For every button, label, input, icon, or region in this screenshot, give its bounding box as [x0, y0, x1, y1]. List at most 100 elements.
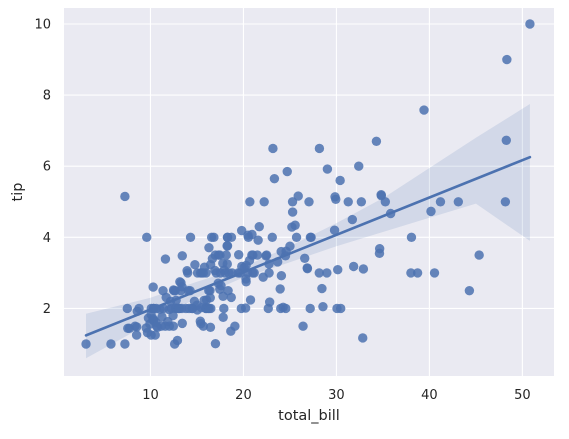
data-point	[304, 197, 314, 207]
data-point	[412, 268, 423, 278]
data-point	[464, 285, 475, 296]
data-point	[241, 277, 251, 287]
data-point	[230, 321, 240, 331]
y-tick-label: 10	[34, 18, 51, 33]
data-point	[240, 303, 251, 313]
data-point	[453, 197, 464, 207]
data-point	[314, 143, 325, 154]
data-point	[474, 250, 484, 260]
data-point	[131, 330, 142, 340]
data-point	[275, 284, 285, 294]
data-point	[406, 268, 416, 278]
x-tick-labels: 10 20 30 40 50	[142, 388, 530, 403]
data-point	[259, 197, 269, 207]
y-tick-label: 6	[43, 160, 51, 175]
data-point	[354, 161, 364, 171]
data-point	[205, 285, 215, 296]
data-point	[168, 310, 178, 321]
data-point	[134, 303, 144, 314]
data-point	[335, 175, 345, 186]
x-tick-label: 40	[421, 388, 438, 403]
data-point	[287, 207, 298, 217]
data-point	[122, 303, 133, 314]
data-point	[190, 260, 200, 270]
x-tick-label: 30	[328, 388, 345, 403]
data-point	[358, 333, 368, 343]
data-point	[201, 268, 211, 278]
data-point	[168, 321, 179, 331]
data-point	[226, 292, 236, 303]
data-point	[276, 271, 287, 281]
data-point	[172, 335, 183, 346]
data-point	[81, 339, 91, 349]
data-point	[318, 301, 328, 312]
data-point	[406, 232, 417, 243]
data-point	[222, 241, 233, 251]
data-point	[254, 221, 264, 232]
data-point	[120, 339, 130, 349]
data-point	[253, 235, 263, 245]
data-point	[148, 282, 158, 292]
data-point	[218, 312, 228, 323]
data-point	[269, 173, 280, 184]
data-point	[177, 318, 187, 329]
data-point	[206, 303, 216, 314]
data-point	[331, 194, 341, 204]
data-point	[347, 214, 358, 225]
data-point	[264, 268, 274, 278]
data-point	[435, 197, 446, 207]
data-point	[261, 250, 272, 260]
data-point	[264, 297, 275, 307]
data-point	[285, 241, 295, 251]
data-point	[358, 264, 369, 274]
data-point	[247, 229, 257, 240]
data-point	[501, 135, 512, 145]
x-tick-label: 10	[142, 388, 159, 403]
data-point	[249, 268, 259, 278]
data-point	[204, 242, 214, 253]
data-point	[287, 197, 298, 207]
data-point	[306, 232, 316, 243]
x-tick-label: 20	[235, 388, 252, 403]
data-point	[302, 263, 313, 274]
data-point	[219, 303, 229, 314]
data-point	[205, 322, 216, 332]
data-point	[226, 232, 237, 243]
data-point	[293, 191, 303, 201]
x-axis-label: total_bill	[278, 408, 340, 424]
data-point	[205, 293, 215, 303]
y-axis-label: tip	[10, 183, 26, 202]
data-point	[500, 197, 511, 207]
data-point	[182, 268, 193, 278]
data-point	[150, 330, 160, 340]
data-point	[333, 264, 343, 275]
data-point	[343, 197, 353, 207]
data-point	[317, 283, 327, 294]
data-point	[268, 143, 278, 154]
data-point	[322, 268, 332, 278]
data-point	[221, 250, 231, 260]
data-point	[198, 321, 209, 331]
data-point	[177, 251, 187, 261]
data-point	[160, 254, 171, 264]
data-point	[525, 19, 535, 29]
data-point	[120, 191, 130, 202]
x-tick-label: 50	[514, 388, 531, 403]
data-point	[185, 232, 196, 243]
y-tick-label: 4	[43, 231, 51, 246]
data-point	[322, 164, 333, 174]
data-point	[336, 303, 346, 314]
data-point	[314, 268, 324, 278]
data-point	[106, 339, 116, 349]
data-point	[356, 197, 367, 207]
confidence-band	[86, 104, 530, 359]
data-point	[291, 232, 302, 243]
regression-line-layer	[84, 155, 532, 337]
data-point	[210, 338, 221, 349]
y-tick-label: 8	[43, 89, 51, 104]
data-point	[252, 250, 263, 260]
data-point	[290, 220, 300, 230]
data-point	[502, 54, 512, 65]
data-point	[300, 253, 310, 264]
